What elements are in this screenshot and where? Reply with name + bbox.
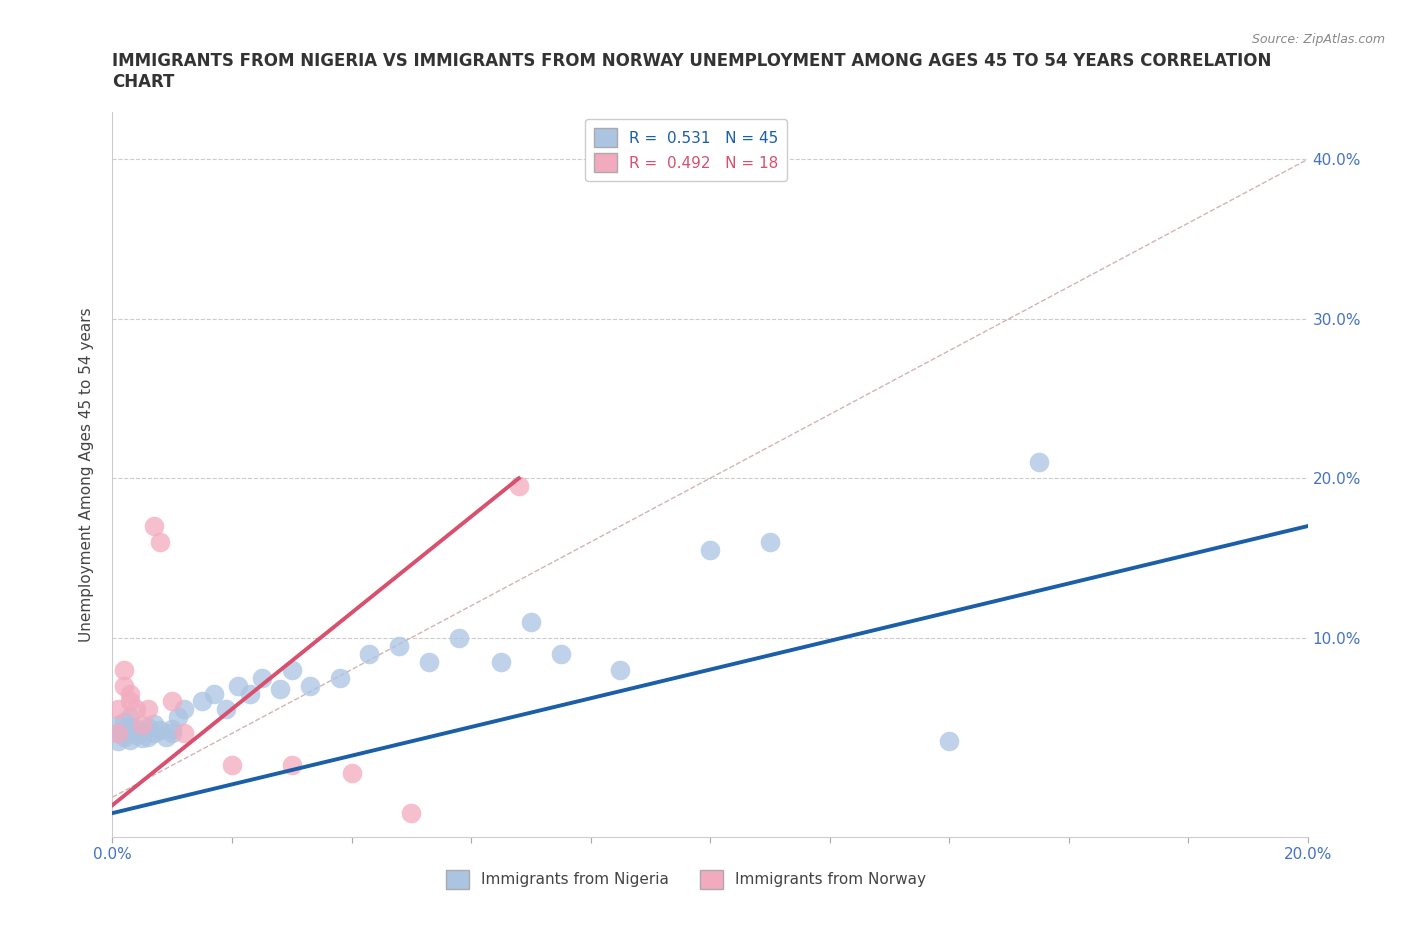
Point [125, 721, 148, 736]
Point [120, 694, 142, 709]
Point [107, 702, 129, 717]
Legend: Immigrants from Nigeria, Immigrants from Norway: Immigrants from Nigeria, Immigrants from… [440, 864, 932, 895]
Point [938, 734, 960, 749]
Text: IMMIGRANTS FROM NIGERIA VS IMMIGRANTS FROM NORWAY UNEMPLOYMENT AMONG AGES 45 TO : IMMIGRANTS FROM NIGERIA VS IMMIGRANTS FR… [112, 52, 1272, 90]
Point [114, 723, 135, 737]
Point [114, 715, 135, 730]
Point [281, 662, 304, 677]
Point [239, 686, 262, 701]
Point [125, 727, 148, 742]
Point [138, 729, 160, 744]
Point [120, 686, 142, 701]
Point [120, 720, 142, 735]
Point [120, 732, 142, 747]
Point [138, 720, 160, 735]
Text: Source: ZipAtlas.com: Source: ZipAtlas.com [1251, 33, 1385, 46]
Point [162, 726, 183, 741]
Point [114, 662, 135, 677]
Point [489, 654, 512, 669]
Point [131, 731, 153, 746]
Point [401, 805, 423, 820]
Point [508, 479, 530, 494]
Point [167, 710, 190, 724]
Point [418, 654, 440, 669]
Point [250, 671, 273, 685]
Point [388, 638, 411, 653]
Point [107, 726, 129, 741]
Point [149, 723, 172, 737]
Point [759, 535, 782, 550]
Point [114, 678, 135, 693]
Point [143, 519, 166, 534]
Point [609, 662, 631, 677]
Point [215, 702, 238, 717]
Point [699, 542, 721, 557]
Point [329, 671, 352, 685]
Point [107, 726, 129, 741]
Point [107, 734, 129, 749]
Point [120, 710, 142, 724]
Point [298, 678, 321, 693]
Point [269, 682, 291, 697]
Point [114, 729, 135, 744]
Point [191, 694, 214, 709]
Point [359, 646, 381, 661]
Point [173, 726, 195, 741]
Point [107, 718, 129, 733]
Point [221, 758, 243, 773]
Point [449, 631, 471, 645]
Point [226, 678, 249, 693]
Point [138, 702, 160, 717]
Point [173, 702, 195, 717]
Y-axis label: Unemployment Among Ages 45 to 54 years: Unemployment Among Ages 45 to 54 years [79, 307, 94, 642]
Point [1028, 455, 1050, 470]
Point [281, 758, 304, 773]
Point [162, 721, 183, 736]
Point [131, 718, 153, 733]
Point [143, 716, 166, 731]
Point [125, 702, 148, 717]
Point [131, 724, 153, 739]
Point [149, 535, 172, 550]
Point [520, 615, 543, 630]
Point [202, 686, 225, 701]
Point [550, 646, 572, 661]
Point [340, 765, 363, 780]
Point [143, 726, 166, 741]
Point [155, 729, 177, 744]
Point [162, 694, 183, 709]
